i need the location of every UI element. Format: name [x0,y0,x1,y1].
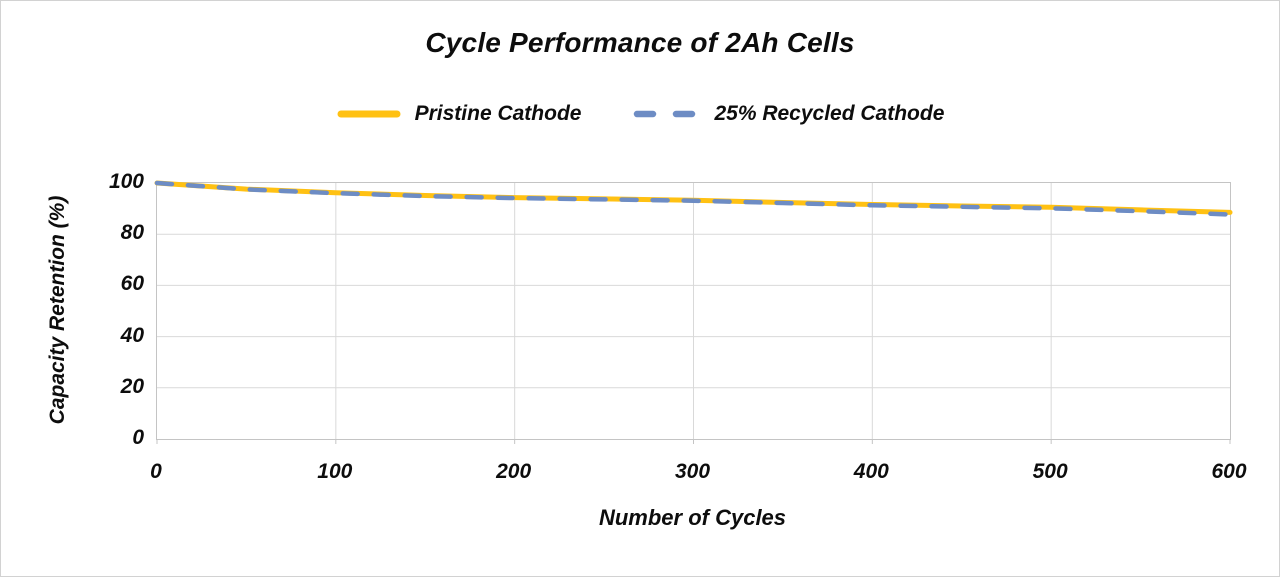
legend-label: 25% Recycled Cathode [714,102,945,125]
legend: Pristine Cathode 25% Recycled Cathode [1,102,1279,126]
x-tick-label: 500 [1032,460,1068,483]
series-line-recycled-cathode[interactable] [154,180,1233,217]
x-tick-label: 200 [496,460,532,483]
y-tick-label: 20 [120,374,144,398]
plot-svg [154,180,1233,444]
x-axis-title: Number of Cycles [598,505,787,530]
legend-item-recycled-cathode[interactable]: 25% Recycled Cathode [633,102,944,126]
y-tick-label: 100 [108,170,144,193]
x-tick-label: 600 [1211,460,1247,483]
y-tick-label: 40 [120,323,144,347]
chart-title: Cycle Performance of 2Ah Cells [425,27,855,58]
x-tick-label: 400 [853,460,889,483]
x-tick-label: 100 [317,460,353,483]
y-tick-label: 60 [120,272,144,296]
gridlines [157,183,1230,439]
x-tick-label: 0 [150,460,162,483]
y-tick-label: 80 [120,221,144,245]
x-tick-label: 300 [674,460,711,483]
solid-line-swatch-icon [337,110,401,118]
plot-area [154,180,1233,444]
dashed-line-swatch-icon [634,110,701,118]
axis-tick-marks [156,440,1231,444]
y-tick-label: 0 [132,426,144,449]
legend-label: Pristine Cathode [414,102,582,125]
legend-item-pristine-cathode[interactable]: Pristine Cathode [336,102,582,126]
